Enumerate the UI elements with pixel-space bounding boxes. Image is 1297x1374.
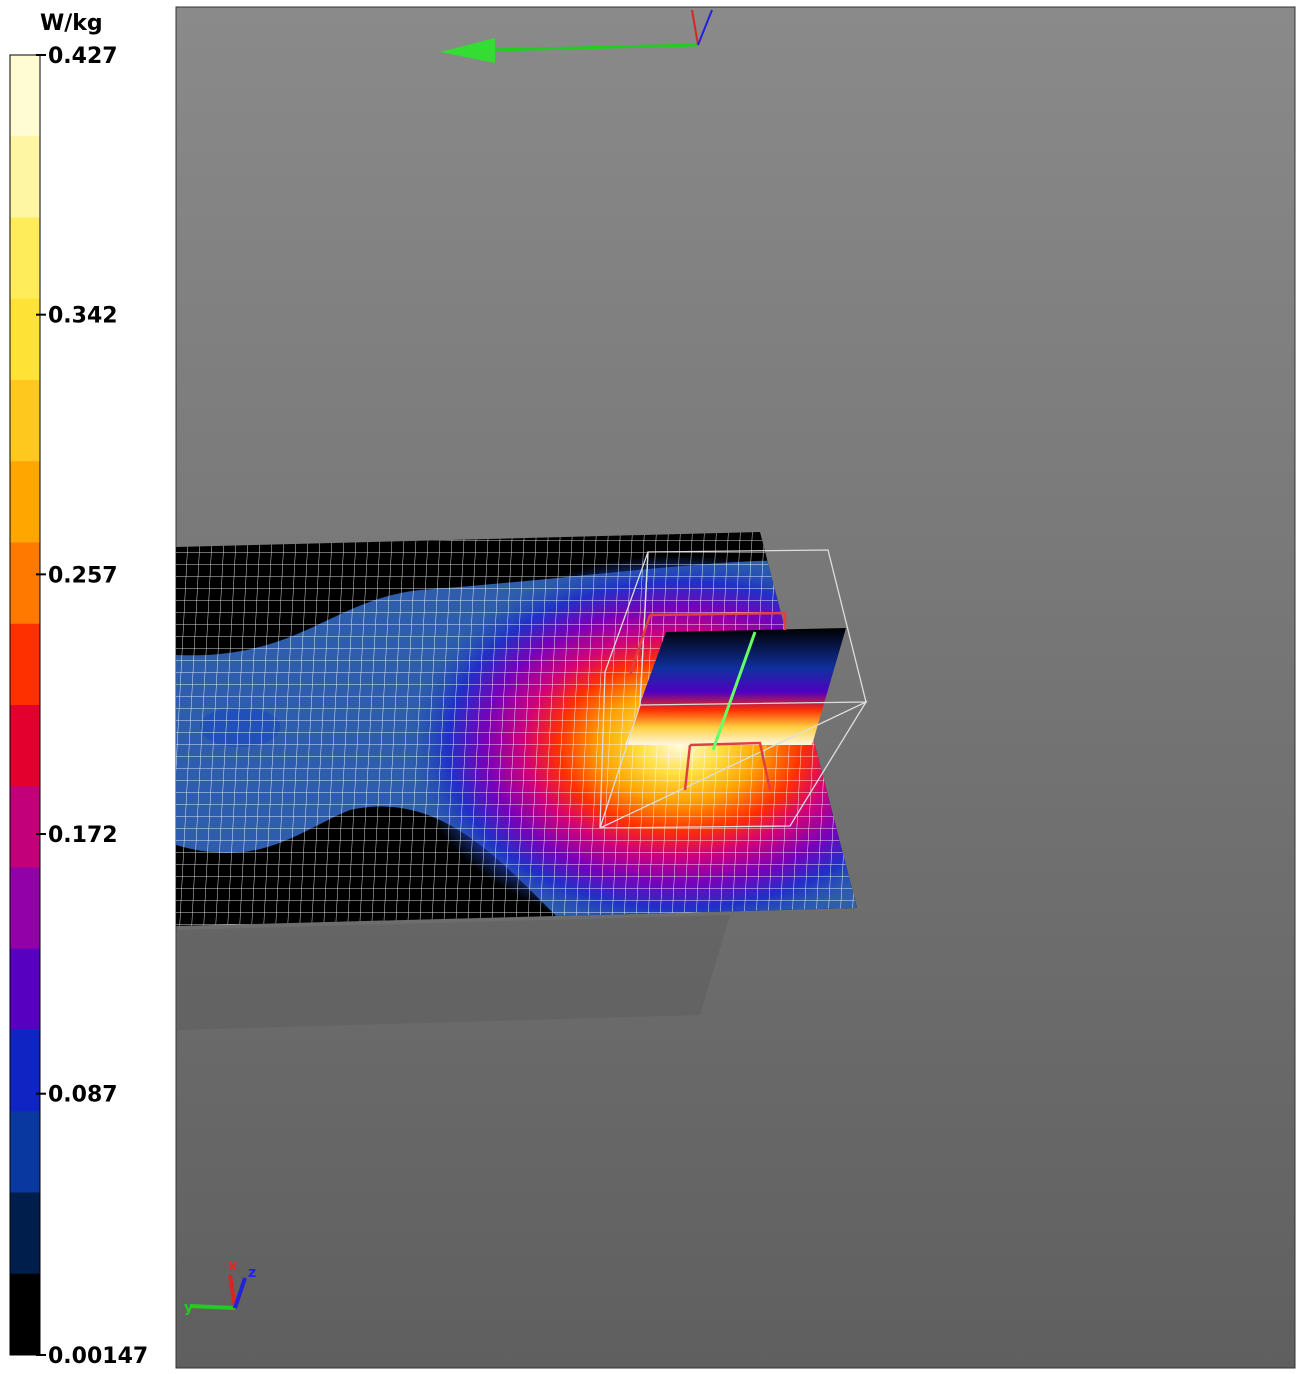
colorbar-band (10, 705, 40, 787)
colorbar-unit: W/kg (40, 11, 103, 36)
colorbar-tick-label: 0.00147 (48, 1344, 148, 1369)
colorbar-band (10, 623, 40, 706)
colorbar-tick-label: 0.427 (48, 44, 118, 69)
colorbar-band (10, 380, 40, 462)
colorbar-frame (9, 54, 41, 1356)
colorbar-band (10, 136, 40, 218)
triad-label: y (184, 1300, 193, 1316)
triad-label: z (248, 1265, 256, 1281)
colorbar-band (10, 1111, 40, 1193)
colorbar-band (10, 786, 40, 868)
colorbar-band (10, 542, 40, 625)
colorbar-tick-label: 0.257 (48, 563, 118, 588)
colorbar-tick-label: 0.342 (48, 304, 118, 329)
colorbar-band (10, 1273, 40, 1356)
colorbar-band (10, 298, 40, 381)
colorbar-band (10, 948, 40, 1031)
triad-label: x (228, 1258, 237, 1274)
colorbar-band (10, 217, 40, 300)
shadow (176, 915, 730, 1030)
probe-axis (711, 631, 757, 751)
probe-frame (628, 611, 787, 791)
colorbar-band (10, 1192, 40, 1275)
colorbar-band (10, 867, 40, 950)
colorbar-band (10, 55, 40, 137)
axis-triad (189, 1274, 247, 1310)
bounding-box (599, 549, 868, 829)
colorbar-tick-label: 0.087 (48, 1083, 118, 1108)
orientation-arrow (440, 9, 713, 63)
colorbar-band (10, 1030, 40, 1112)
colorbar-band (10, 461, 40, 543)
colorbar-tick-label: 0.172 (48, 823, 118, 848)
